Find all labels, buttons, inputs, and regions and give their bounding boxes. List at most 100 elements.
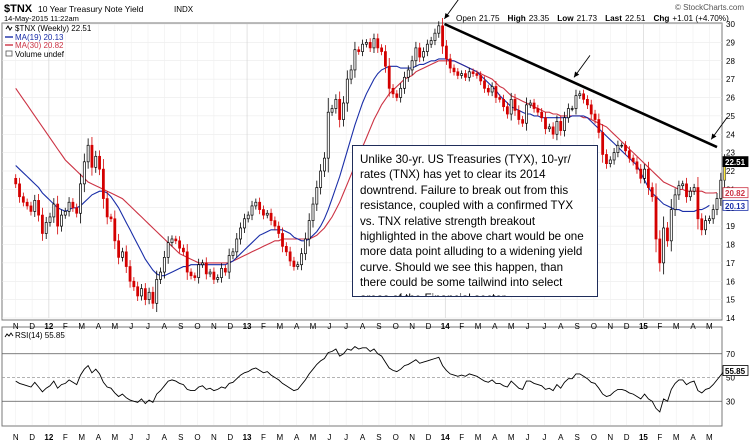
rsi-date-tick-label: S bbox=[376, 433, 381, 442]
candle-body bbox=[121, 251, 124, 258]
candle-body bbox=[101, 168, 105, 199]
date-tick-label: M bbox=[310, 322, 317, 331]
candle-body bbox=[136, 286, 140, 297]
last-value: 22.51 bbox=[625, 14, 646, 23]
candle-body bbox=[643, 168, 646, 179]
candle-body bbox=[654, 196, 658, 240]
candle-body bbox=[29, 205, 33, 212]
rsi-tick-label: 30 bbox=[726, 397, 735, 406]
candle-body bbox=[563, 117, 566, 131]
candle-body bbox=[395, 93, 399, 98]
candle-body bbox=[384, 51, 387, 67]
candle-body bbox=[464, 73, 467, 78]
candle-body bbox=[658, 238, 662, 264]
candle-body bbox=[528, 102, 532, 106]
candle-body bbox=[353, 49, 357, 71]
candle-body bbox=[525, 104, 528, 124]
candle-body bbox=[44, 222, 48, 234]
candle-body bbox=[631, 157, 635, 163]
candle-body bbox=[589, 104, 593, 115]
arrow-head bbox=[711, 133, 717, 140]
open-label: Open bbox=[456, 14, 476, 23]
date-tick-label: D bbox=[227, 322, 233, 331]
candle-body bbox=[620, 144, 624, 147]
value-tag-box bbox=[722, 187, 749, 199]
candle-body bbox=[368, 42, 372, 49]
date-tick-label: N bbox=[409, 322, 415, 331]
candle-body bbox=[284, 245, 288, 253]
candle-body bbox=[75, 207, 79, 214]
candle-body bbox=[505, 106, 509, 115]
rsi-axis-ticks: 30 50 70 bbox=[726, 350, 735, 407]
date-tick-label: J bbox=[542, 322, 546, 331]
candle-body bbox=[559, 121, 563, 131]
date-tick-label: S bbox=[376, 322, 381, 331]
candle-body bbox=[60, 214, 63, 227]
candle-body bbox=[326, 111, 330, 159]
candle-body bbox=[193, 275, 197, 278]
date-tick-label: M bbox=[111, 322, 118, 331]
candle-body bbox=[296, 264, 300, 267]
date-tick-label: F bbox=[261, 322, 266, 331]
rsi-date-tick-label: A bbox=[360, 433, 366, 442]
rsi-date-axis-ticks: N D 12 F M A M J J A S O N D 13 F M A M J J A S O N D 14 F M A M J J A S O N… bbox=[13, 433, 713, 442]
candle-body bbox=[311, 203, 315, 221]
candle-body bbox=[364, 42, 368, 45]
downtrend-line bbox=[443, 22, 718, 149]
rsi-date-tick-label: N bbox=[409, 433, 415, 442]
rsi-date-tick-label: M bbox=[78, 433, 85, 442]
legend-price: $TNX (Weekly) 22.51 bbox=[15, 24, 92, 33]
rsi-date-tick-label: J bbox=[146, 433, 150, 442]
rsi-line bbox=[15, 346, 725, 413]
candle-body bbox=[403, 76, 406, 89]
candle-body bbox=[639, 168, 643, 179]
candle-body bbox=[109, 216, 113, 220]
candle-body bbox=[711, 209, 715, 220]
candle-body bbox=[71, 201, 75, 209]
candle-body bbox=[391, 87, 395, 95]
candle-body bbox=[475, 73, 479, 76]
candle-body bbox=[86, 144, 90, 163]
date-tick-label: O bbox=[393, 322, 399, 331]
value-tag-label: 22.51 bbox=[725, 158, 746, 167]
date-tick-label: O bbox=[591, 322, 597, 331]
value-tag-box bbox=[722, 156, 749, 168]
rsi-date-tick-label: F bbox=[459, 433, 464, 442]
candle-body bbox=[707, 218, 711, 221]
date-tick-label: A bbox=[558, 322, 564, 331]
rsi-date-tick-label: A bbox=[162, 433, 168, 442]
price-tick-label: 19 bbox=[726, 222, 735, 231]
rsi-date-tick-label: 13 bbox=[243, 433, 252, 442]
candle-body bbox=[254, 201, 258, 207]
candle-body bbox=[56, 203, 60, 227]
candle-body bbox=[719, 179, 723, 199]
rsi-date-tick-label: 14 bbox=[441, 433, 450, 442]
rsi-date-tick-label: J bbox=[344, 433, 348, 442]
candle-body bbox=[547, 126, 551, 130]
candle-body bbox=[357, 49, 361, 52]
candle-body bbox=[166, 242, 170, 258]
date-tick-label: M bbox=[78, 322, 85, 331]
candle-body bbox=[483, 80, 486, 89]
rsi-date-tick-label: F bbox=[657, 433, 662, 442]
candle-body bbox=[182, 247, 185, 253]
chart-header: $TNX 10 Year Treasury Note Yield INDX 14… bbox=[4, 3, 744, 23]
rsi-date-tick-label: J bbox=[129, 433, 133, 442]
rsi-path bbox=[15, 346, 725, 413]
candle-body bbox=[361, 43, 364, 52]
arrow-head bbox=[573, 71, 580, 78]
commentary-box: Unlike 30-yr. US Treasuries (TYX), 10-yr… bbox=[352, 145, 598, 297]
candle-body bbox=[467, 71, 471, 78]
candle-body bbox=[685, 183, 688, 198]
price-tick-label: 22 bbox=[726, 167, 735, 176]
rsi-legend-icon bbox=[4, 332, 14, 338]
rsi-date-tick-label: N bbox=[13, 433, 19, 442]
candle-body bbox=[52, 203, 56, 218]
candle-body bbox=[265, 212, 269, 216]
volume-legend-icon bbox=[5, 50, 13, 57]
candle-body bbox=[627, 150, 631, 159]
date-tick-label: A bbox=[360, 322, 366, 331]
value-tags: 22.51 20.82 20.13 55.85 bbox=[722, 156, 749, 376]
last-label: Last bbox=[605, 14, 622, 23]
